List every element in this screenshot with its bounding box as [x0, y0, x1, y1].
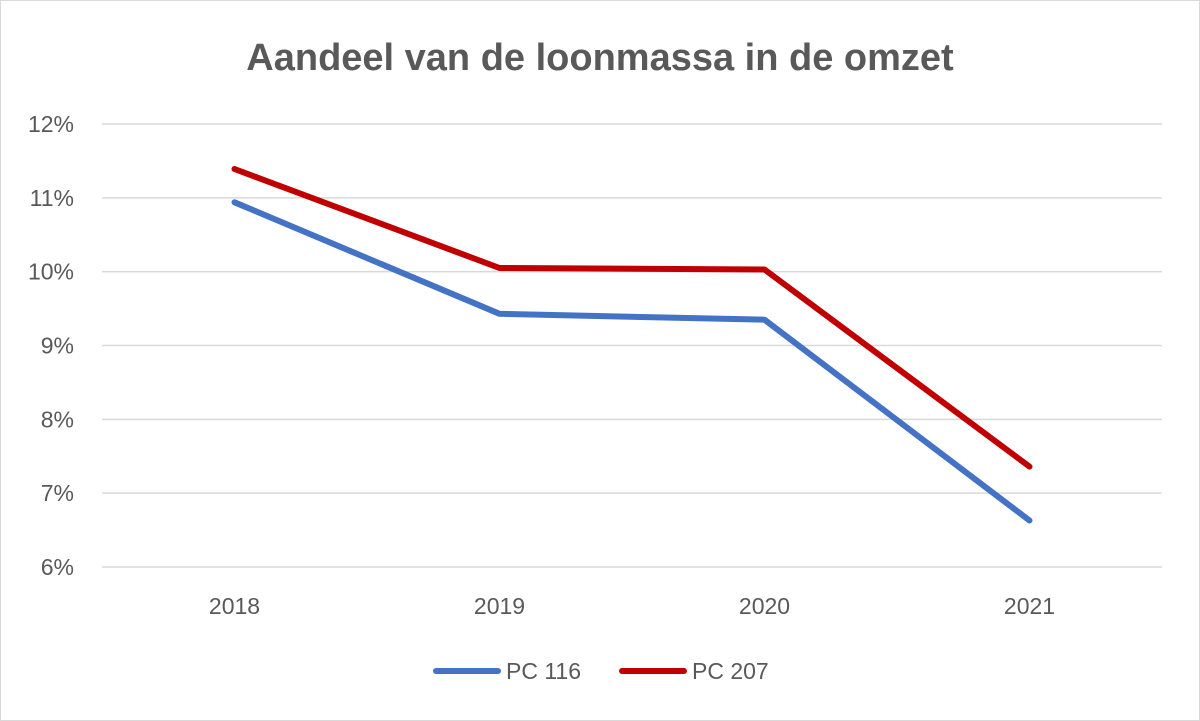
y-tick-label: 10% — [28, 259, 74, 285]
x-axis-ticks: 2018 2019 2020 2021 — [209, 593, 1055, 619]
y-tick-label: 6% — [41, 554, 74, 580]
x-tick-label: 2019 — [474, 593, 525, 619]
series-line-pc-207 — [231, 166, 1033, 470]
x-tick-label: 2018 — [209, 593, 260, 619]
y-tick-label: 11% — [30, 185, 74, 211]
legend-label: PC 116 — [506, 658, 581, 684]
series-lines — [231, 166, 1033, 524]
legend: PC 116 PC 207 — [433, 658, 769, 684]
chart-title: Aandeel van de loonmassa in de omzet — [246, 37, 954, 79]
x-tick-label: 2020 — [739, 593, 790, 619]
y-tick-label: 8% — [41, 406, 74, 432]
y-tick-label: 9% — [41, 333, 74, 359]
series-line-pc-116 — [231, 199, 1033, 524]
y-tick-label: 12% — [28, 111, 74, 137]
legend-label: PC 207 — [692, 658, 769, 684]
y-axis-ticks: 6% 7% 8% 9% 10% 11% 12% — [28, 111, 74, 580]
y-tick-label: 7% — [41, 480, 74, 506]
x-tick-label: 2021 — [1004, 593, 1055, 619]
